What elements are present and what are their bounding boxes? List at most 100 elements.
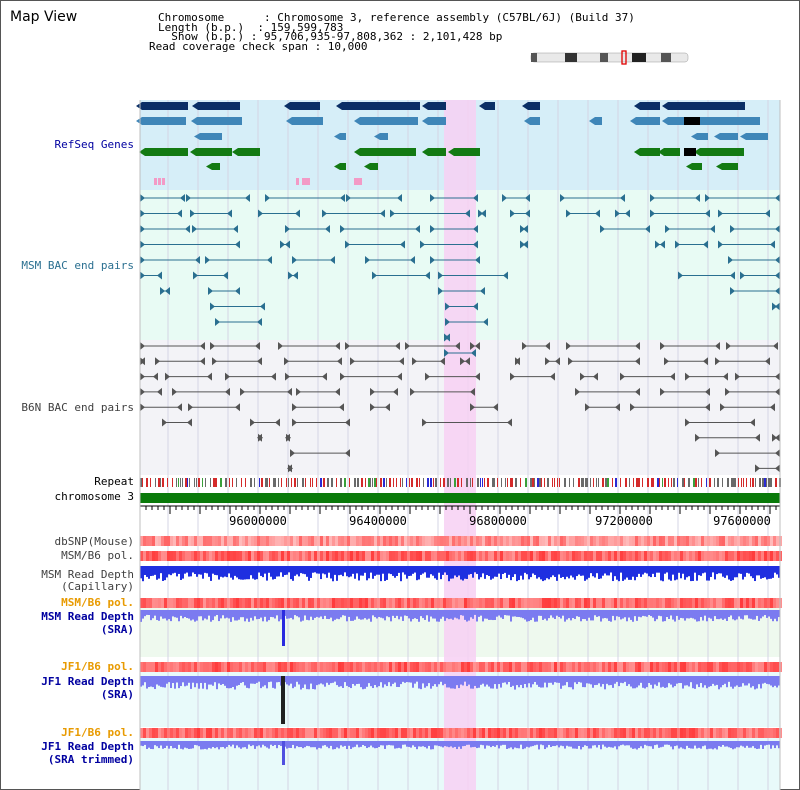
- gene-exon: [664, 148, 680, 156]
- msm-depth-capillary-bar: [512, 566, 514, 577]
- jf1-b6-pol-cell: [293, 662, 296, 672]
- b6n-bac-pair-end: [257, 357, 262, 366]
- msm-depth-capillary-bar: [410, 566, 412, 576]
- msm-depth-capillary-bar: [268, 566, 270, 573]
- jf1-depth-trimmed-bar: [524, 741, 526, 749]
- jf1-b6-pol-2-cell: [491, 728, 494, 738]
- msm-bac-pair-end: [340, 194, 345, 202]
- msm-b6-pol-2-cell: [437, 598, 440, 608]
- jf1-depth-sra-bar: [404, 676, 406, 683]
- jf1-depth-trimmed-bar: [572, 741, 574, 749]
- msm-b6-pol-cell: [362, 551, 365, 561]
- b6n-bac-pair-end: [422, 418, 427, 427]
- gene-arrow: [714, 133, 720, 140]
- dbsnp-cell: [389, 536, 392, 546]
- dbsnp-cell: [497, 536, 500, 546]
- b6n-bac-track[interactable]: [140, 342, 780, 473]
- jf1-depth-sra-bar: [522, 676, 524, 689]
- repeat-element: [557, 478, 558, 487]
- msm-b6-pol-cell: [608, 551, 611, 561]
- gene-arrow: [740, 133, 746, 140]
- msm-b6-pol-2-cell: [596, 598, 599, 608]
- msm-bac-track[interactable]: [140, 194, 780, 357]
- b6n-bac-pair-end: [465, 357, 470, 366]
- msm-b6-pol-cell: [518, 551, 521, 561]
- chromosome-ideogram[interactable]: [530, 50, 689, 65]
- jf1-b6-pol-cell: [155, 662, 158, 672]
- repeat-element: [162, 478, 164, 487]
- msm-depth-sra-bar: [640, 610, 642, 618]
- jf1-b6-pol-2-cell: [569, 728, 572, 738]
- msm-b6-pol-cell: [230, 551, 233, 561]
- track-label-jf1-depth-sra[interactable]: JF1 Read Depth: [41, 675, 134, 688]
- repeat-element: [587, 478, 588, 487]
- jf1-depth-trimmed-bar: [582, 741, 584, 748]
- jf1-depth-trimmed-bar: [724, 741, 726, 747]
- msm-b6-pol-2-cell: [545, 598, 548, 608]
- track-label-jf1-b6-pol[interactable]: JF1/B6 pol.: [61, 660, 134, 673]
- track-label-msm-depth-capillary[interactable]: MSM Read Depth: [41, 568, 134, 581]
- jf1-depth-trimmed-bar: [300, 741, 302, 748]
- track-label-jf1-depth-trimmed[interactable]: JF1 Read Depth: [41, 740, 134, 753]
- track-label-msm-b6-pol[interactable]: MSM/B6 pol.: [61, 549, 134, 562]
- jf1-b6-pol-2-cell: [293, 728, 296, 738]
- msm-depth-sra-bar: [270, 610, 272, 617]
- jf1-b6-pol-cell: [491, 662, 494, 672]
- b6n-bac-pair-end: [339, 403, 344, 412]
- msm-b6-pol-2-cell: [710, 598, 713, 608]
- msm-b6-pol-2-cell: [320, 598, 323, 608]
- msm-b6-pol-cell: [749, 551, 752, 561]
- repeat-track[interactable]: [140, 478, 781, 487]
- dbsnp-cell: [230, 536, 233, 546]
- gene-exon: [428, 148, 446, 156]
- jf1-b6-pol-cell: [377, 662, 380, 672]
- msm-b6-pol-2-cell: [635, 598, 638, 608]
- msm-bac-pair-end: [523, 240, 528, 249]
- jf1-depth-sra-bar: [654, 676, 656, 685]
- jf1-depth-trimmed-bar: [316, 741, 318, 750]
- jf1-b6-pol-cell: [695, 662, 698, 672]
- msm-b6-pol-2-cell: [353, 598, 356, 608]
- b6n-bac-pair-end: [775, 433, 780, 442]
- repeat-element: [196, 478, 197, 487]
- msm-depth-capillary-bar: [396, 566, 398, 577]
- jf1-depth-sra-bar: [198, 676, 200, 689]
- track-label-jf1-b6-pol-2[interactable]: JF1/B6 pol.: [61, 726, 134, 739]
- msm-b6-pol-cell: [224, 551, 227, 561]
- track-label-repeat[interactable]: Repeat: [94, 475, 134, 488]
- dbsnp-cell: [380, 536, 383, 546]
- jf1-depth-trimmed-bar: [566, 741, 568, 746]
- jf1-depth-trimmed-bar: [688, 741, 690, 748]
- jf1-b6-pol-2-cell: [758, 728, 761, 738]
- msm-b6-pol-cell: [350, 551, 353, 561]
- track-label-refseq[interactable]: RefSeq Genes: [54, 138, 134, 151]
- track-label-msm-depth-sra[interactable]: MSM Read Depth: [41, 610, 134, 623]
- jf1-b6-pol-2-cell: [434, 728, 437, 738]
- msm-depth-capillary-bar: [266, 566, 268, 581]
- jf1-depth-trimmed-bar: [328, 741, 330, 749]
- jf1-b6-pol-cell: [494, 662, 497, 672]
- msm-depth-sra-bar: [232, 610, 234, 618]
- jf1-b6-pol-cell: [239, 662, 242, 672]
- refseq-genes-track[interactable]: [136, 102, 768, 185]
- msm-b6-pol-2-cell: [638, 598, 641, 608]
- msm-b6-pol-2-cell: [551, 598, 554, 608]
- jf1-b6-pol-2-cell: [428, 728, 431, 738]
- jf1-depth-trimmed-bar: [194, 741, 196, 745]
- msm-depth-capillary-bar: [346, 566, 348, 577]
- track-label-dbsnp[interactable]: dbSNP(Mouse): [54, 535, 134, 548]
- jf1-depth-sra-bar: [218, 676, 220, 684]
- jf1-b6-pol-2-cell: [443, 728, 446, 738]
- track-label-msm-b6-pol-2[interactable]: MSM/B6 pol.: [61, 596, 134, 609]
- jf1-depth-trimmed-bar: [718, 741, 720, 747]
- jf1-b6-pol-2-cell: [749, 728, 752, 738]
- track-label-msm-bac[interactable]: MSM BAC end pairs: [21, 259, 134, 272]
- repeat-element: [625, 478, 627, 487]
- jf1-depth-trimmed-bar: [190, 741, 192, 749]
- msm-depth-sra-bar: [220, 610, 222, 619]
- jf1-depth-sra-bar: [754, 676, 756, 690]
- jf1-depth-sra-bar: [712, 676, 714, 684]
- jf1-depth-sra-bar: [328, 676, 330, 685]
- track-label-b6n-bac[interactable]: B6N BAC end pairs: [21, 401, 134, 414]
